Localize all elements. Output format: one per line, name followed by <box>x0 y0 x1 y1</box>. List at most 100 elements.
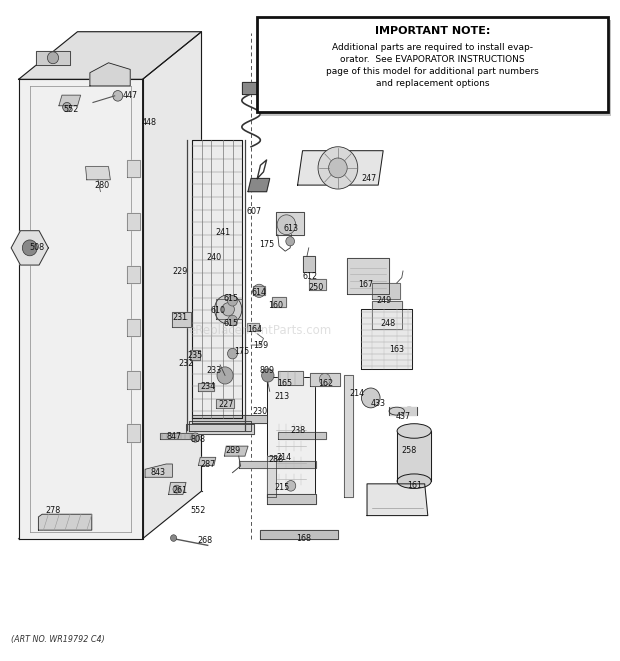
Polygon shape <box>372 301 402 329</box>
Ellipse shape <box>402 407 417 415</box>
Polygon shape <box>189 421 251 431</box>
Ellipse shape <box>389 407 404 415</box>
Text: 808: 808 <box>191 435 206 444</box>
Circle shape <box>277 215 296 235</box>
Polygon shape <box>145 464 172 477</box>
Text: 615: 615 <box>223 294 238 303</box>
Text: 233: 233 <box>206 366 221 375</box>
Text: 437: 437 <box>396 412 410 421</box>
Text: 843: 843 <box>151 468 166 477</box>
Text: 175: 175 <box>234 347 249 356</box>
Polygon shape <box>127 266 140 283</box>
Text: 847: 847 <box>166 432 181 441</box>
Text: 287: 287 <box>200 459 215 469</box>
Circle shape <box>262 369 274 382</box>
Text: 248: 248 <box>380 319 395 329</box>
Circle shape <box>191 433 200 442</box>
Text: 249: 249 <box>377 296 392 305</box>
Text: 615: 615 <box>223 319 238 329</box>
Polygon shape <box>272 297 286 307</box>
Polygon shape <box>90 63 130 86</box>
Circle shape <box>318 147 358 189</box>
Text: IMPORTANT NOTE:: IMPORTANT NOTE: <box>374 26 490 36</box>
Circle shape <box>228 348 237 359</box>
Text: 160: 160 <box>268 301 283 310</box>
Circle shape <box>217 367 233 384</box>
Polygon shape <box>347 258 389 294</box>
Polygon shape <box>160 433 197 439</box>
Text: 250: 250 <box>309 283 324 292</box>
Polygon shape <box>19 79 143 539</box>
Text: 241: 241 <box>216 228 231 237</box>
Circle shape <box>63 102 71 112</box>
Text: 162: 162 <box>318 379 333 388</box>
Text: 235: 235 <box>188 351 203 360</box>
Ellipse shape <box>397 424 432 438</box>
Polygon shape <box>224 446 248 456</box>
Text: Additional parts are required to install evap-
orator.  See EVAPORATOR INSTRUCTI: Additional parts are required to install… <box>326 43 539 89</box>
Polygon shape <box>190 350 200 360</box>
Circle shape <box>228 315 237 326</box>
Text: 610: 610 <box>211 306 226 315</box>
Polygon shape <box>216 299 242 319</box>
Polygon shape <box>242 82 260 94</box>
Polygon shape <box>169 483 186 494</box>
Text: 258: 258 <box>402 446 417 455</box>
FancyBboxPatch shape <box>257 17 608 112</box>
Text: 214: 214 <box>277 453 291 462</box>
Polygon shape <box>198 383 214 391</box>
Polygon shape <box>253 286 265 295</box>
Polygon shape <box>36 50 70 65</box>
Polygon shape <box>309 279 326 290</box>
Text: 227: 227 <box>219 400 234 409</box>
Circle shape <box>113 91 123 101</box>
Polygon shape <box>267 456 276 497</box>
Circle shape <box>47 52 58 63</box>
Polygon shape <box>192 140 242 418</box>
Polygon shape <box>19 32 202 79</box>
Text: 288: 288 <box>268 455 283 464</box>
Polygon shape <box>186 424 254 434</box>
Text: 213: 213 <box>275 392 290 401</box>
Text: 161: 161 <box>407 481 422 490</box>
Circle shape <box>253 284 265 297</box>
Text: 234: 234 <box>200 382 215 391</box>
Circle shape <box>228 295 237 306</box>
Polygon shape <box>267 377 315 497</box>
Text: 214: 214 <box>349 389 364 398</box>
Polygon shape <box>198 457 216 465</box>
Polygon shape <box>267 494 316 504</box>
Polygon shape <box>397 431 432 481</box>
Text: 447: 447 <box>123 91 138 100</box>
Polygon shape <box>248 178 270 192</box>
Circle shape <box>173 485 180 493</box>
Text: 231: 231 <box>172 313 187 322</box>
Text: 215: 215 <box>275 483 290 492</box>
Text: 240: 240 <box>206 253 221 262</box>
Polygon shape <box>127 319 140 336</box>
Text: 268: 268 <box>197 536 212 545</box>
Polygon shape <box>260 530 338 539</box>
Text: 229: 229 <box>172 266 187 276</box>
Text: 433: 433 <box>371 399 386 408</box>
Text: 232: 232 <box>179 359 193 368</box>
Circle shape <box>361 388 380 408</box>
Text: 448: 448 <box>141 118 156 127</box>
Circle shape <box>22 240 37 256</box>
Circle shape <box>170 535 177 541</box>
Polygon shape <box>278 432 326 439</box>
Polygon shape <box>127 371 140 389</box>
Text: 552: 552 <box>191 506 206 515</box>
Polygon shape <box>143 32 202 539</box>
Text: 612: 612 <box>303 272 317 281</box>
Polygon shape <box>216 399 234 408</box>
Text: (ART NO. WR19792 C4): (ART NO. WR19792 C4) <box>11 635 105 644</box>
Polygon shape <box>389 407 417 415</box>
Polygon shape <box>38 514 92 530</box>
Text: 159: 159 <box>253 340 268 350</box>
Text: 247: 247 <box>361 174 376 183</box>
Polygon shape <box>303 256 315 272</box>
Polygon shape <box>239 461 316 468</box>
Text: 238: 238 <box>290 426 305 436</box>
Polygon shape <box>127 424 140 442</box>
